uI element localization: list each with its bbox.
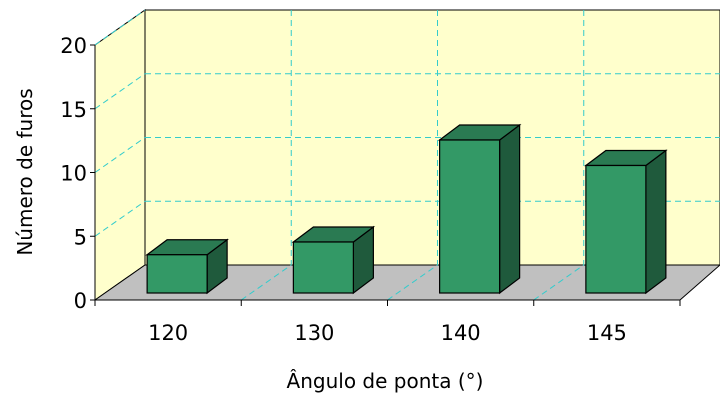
bar-front — [439, 139, 501, 294]
x-tick-label: 120 — [148, 321, 188, 345]
y-ticks: 0 5 10 15 20 — [60, 34, 95, 313]
grid-line-wall — [94, 137, 146, 173]
x-tick-label: 140 — [441, 321, 481, 345]
bar-front — [585, 164, 647, 294]
y-tick-label: 20 — [60, 34, 87, 58]
bar — [437, 123, 522, 295]
bar-side — [499, 123, 521, 295]
grid-line-floor — [387, 264, 438, 301]
bar-front — [146, 254, 208, 294]
y-tick-label: 0 — [74, 289, 87, 313]
bars — [145, 123, 668, 295]
x-axis-title: Ângulo de ponta (°) — [287, 369, 484, 393]
bar — [145, 238, 229, 295]
x-ticks: 120 130 140 145 — [94, 300, 681, 345]
grid-line-floor — [533, 264, 585, 301]
grid-lines — [94, 9, 720, 301]
bar-front — [292, 241, 354, 294]
bar — [584, 149, 668, 295]
grid-line-wall — [94, 200, 146, 237]
x-tick-label: 145 — [587, 321, 627, 345]
y-axis-title: Número de furos — [13, 88, 37, 255]
grid-line-wall — [94, 9, 146, 46]
y-tick-label: 15 — [60, 98, 87, 122]
y-tick-label: 10 — [60, 162, 87, 186]
bar — [291, 225, 376, 295]
y-tick-label: 5 — [74, 225, 87, 249]
bar-side — [645, 149, 667, 295]
grid-line-wall — [94, 73, 146, 110]
grid-line-floor — [240, 264, 292, 301]
x-tick-label: 130 — [294, 321, 334, 345]
